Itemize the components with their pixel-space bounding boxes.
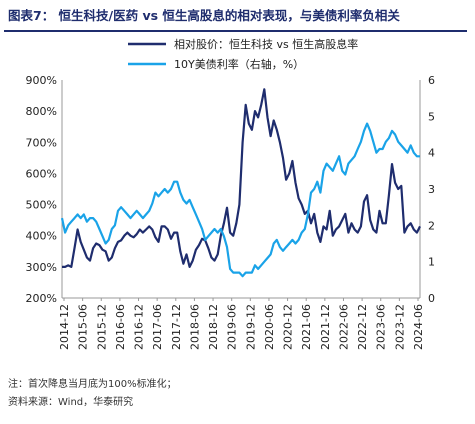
y-right-tick-label: 1 xyxy=(428,256,435,269)
x-tick-label: 2022-12 xyxy=(356,304,369,350)
x-tick-label: 2016-06 xyxy=(114,304,127,350)
notes: 注：首次降息当月底为100%标准化； 资料来源：Wind，华泰研究 xyxy=(8,376,177,412)
x-tick-label: 2020-06 xyxy=(263,304,276,350)
source-line: 资料来源：Wind，华泰研究 xyxy=(8,397,134,408)
x-tick-label: 2017-12 xyxy=(170,304,183,350)
y-right-tick-label: 2 xyxy=(428,219,435,232)
y-left-tick-label: 900% xyxy=(26,74,57,87)
y-right-tick-label: 4 xyxy=(428,147,435,160)
y-left-tick-label: 400% xyxy=(26,230,57,243)
x-tick-label: 2014-12 xyxy=(58,304,71,350)
x-tick-label: 2024-06 xyxy=(412,304,425,350)
x-tick-label: 2016-12 xyxy=(133,304,146,350)
plot-area xyxy=(60,88,421,278)
x-tick-label: 2015-06 xyxy=(77,304,90,350)
y-left-tick-label: 300% xyxy=(26,261,57,274)
x-tick-label: 2023-12 xyxy=(393,304,406,350)
y-left-tick-label: 600% xyxy=(26,167,57,180)
x-tick-label: 2019-06 xyxy=(226,304,239,350)
series-line-10y-yield xyxy=(60,122,420,278)
legend: 相对股价：恒生科技 vs 恒生高股息率 10Y美债利率（右轴，%） xyxy=(128,37,358,71)
legend-label: 相对股价：恒生科技 vs 恒生高股息率 xyxy=(174,37,358,51)
axes: 200% 300% 400% 500% 600% 700% 800% 900% 0 1 2 3 4 5 6 2… xyxy=(26,74,435,350)
title-rule xyxy=(4,30,467,32)
y-right-tick-label: 6 xyxy=(428,74,435,87)
x-tick-label: 2021-06 xyxy=(300,304,313,350)
x-tick-label: 2019-12 xyxy=(244,304,257,350)
y-right-tick-label: 0 xyxy=(428,292,435,305)
y-left-tick-label: 800% xyxy=(26,105,57,118)
y-left-tick-label: 500% xyxy=(26,199,57,212)
y-right-tick-label: 5 xyxy=(428,110,435,123)
x-tick-label: 2020-12 xyxy=(282,304,295,350)
legend-label: 10Y美债利率（右轴，%） xyxy=(174,57,304,71)
series-line-relative-price xyxy=(62,88,421,268)
chart-title: 图表7： 恒生科技/医药 vs 恒生高股息的相对表现，与美债利率负相关 xyxy=(8,8,400,23)
x-tick-label: 2018-12 xyxy=(207,304,220,350)
y-left-tick-label: 700% xyxy=(26,136,57,149)
line-chart: 相对股价：恒生科技 vs 恒生高股息率 10Y美债利率（右轴，%） 200% 300… xyxy=(26,37,435,350)
x-tick-label: 2017-06 xyxy=(151,304,164,350)
x-tick-label: 2021-12 xyxy=(319,304,332,350)
x-tick-label: 2022-06 xyxy=(337,304,350,350)
y-left-tick-label: 200% xyxy=(26,292,57,305)
x-tick-label: 2018-06 xyxy=(188,304,201,350)
x-tick-label: 2015-12 xyxy=(95,304,108,350)
x-tick-label: 2023-06 xyxy=(375,304,388,350)
y-right-tick-label: 3 xyxy=(428,183,435,196)
note-line: 注：首次降息当月底为100%标准化； xyxy=(8,379,177,390)
